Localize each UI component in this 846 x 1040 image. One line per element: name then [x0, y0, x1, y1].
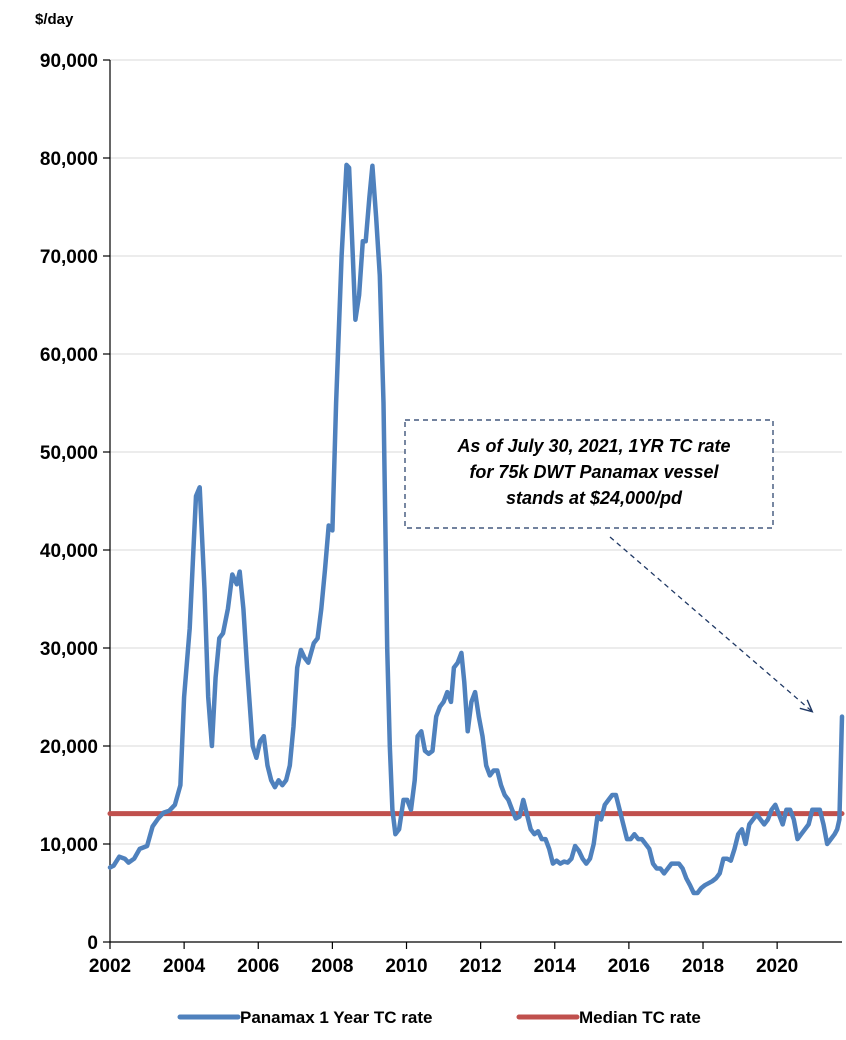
- x-tick-label: 2010: [385, 956, 427, 977]
- y-axis-label: $/day: [35, 11, 74, 28]
- x-tick-label: 2002: [89, 956, 131, 977]
- y-tick-label: 90,000: [40, 51, 98, 72]
- x-tick-label: 2012: [459, 956, 501, 977]
- y-tick-label: 30,000: [40, 639, 98, 660]
- x-tick-label: 2008: [311, 956, 353, 977]
- series-lines: [107, 162, 845, 896]
- annotation-arrow-head: [799, 699, 814, 713]
- y-tick-label: 70,000: [40, 247, 98, 268]
- y-tick-label: 10,000: [40, 835, 98, 856]
- series-line-panamax-1-year-tc-rate: [107, 162, 845, 896]
- y-tick-label: 50,000: [40, 443, 98, 464]
- y-tick-label: 60,000: [40, 345, 98, 366]
- x-tick-label: 2006: [237, 956, 279, 977]
- x-tick-label: 2020: [756, 956, 798, 977]
- legend-label: Median TC rate: [579, 1008, 701, 1027]
- y-tick-label: 20,000: [40, 737, 98, 758]
- annotation-text-line: for 75k DWT Panamax vessel: [469, 462, 719, 482]
- axes: 0 10,000 20,000 30,000 40,000 50,000 60,000 70,…: [35, 11, 842, 977]
- legend-label: Panamax 1 Year TC rate: [240, 1008, 432, 1027]
- x-tick-label: 2018: [682, 956, 724, 977]
- y-tick-label: 0: [87, 933, 98, 954]
- legend-item-panamax-1-year-tc-rate: Panamax 1 Year TC rate: [177, 1008, 432, 1027]
- x-tick-label: 2004: [163, 956, 206, 977]
- x-tick-label: 2016: [608, 956, 650, 977]
- annotation-text-line: stands at $24,000/pd: [506, 488, 683, 508]
- annotation-arrow-line: [609, 536, 813, 713]
- y-tick-label: 40,000: [40, 541, 98, 562]
- annotation-box: [404, 419, 774, 529]
- annotation: As of July 30, 2021, 1YR TC rate for 75k …: [404, 419, 814, 713]
- legend: Panamax 1 Year TC rate Median TC rate: [177, 1008, 701, 1027]
- legend-item-median-tc-rate: Median TC rate: [516, 1008, 701, 1027]
- y-tick-label: 80,000: [40, 149, 98, 170]
- x-tick-label: 2014: [534, 956, 577, 977]
- annotation-text-line: As of July 30, 2021, 1YR TC rate: [456, 436, 730, 456]
